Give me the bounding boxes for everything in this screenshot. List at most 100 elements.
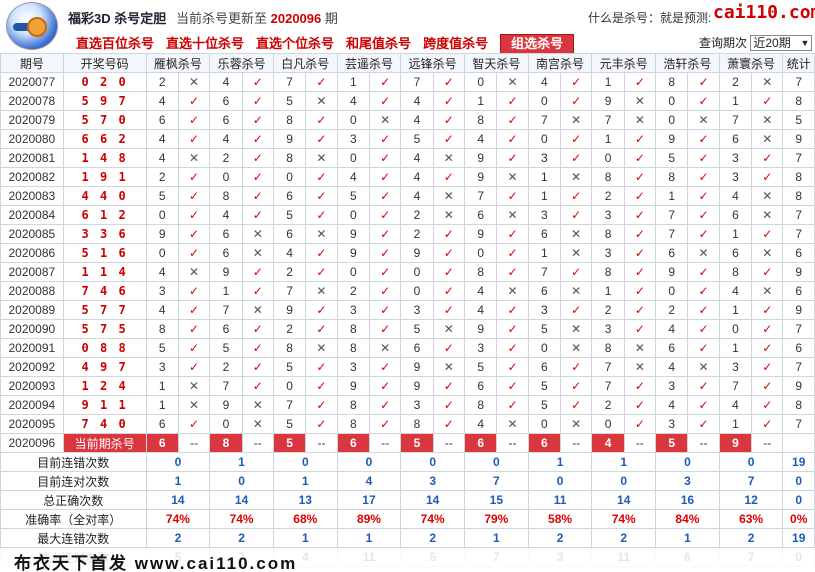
- check-icon: ✓: [241, 281, 274, 301]
- nav-tab-1[interactable]: 直选十位杀号: [166, 36, 245, 51]
- col-expert-2[interactable]: 白凡杀号: [272, 53, 338, 73]
- stat-value: 74%: [145, 509, 211, 529]
- col-expert-7[interactable]: 元丰杀号: [591, 53, 657, 73]
- draw-cell: 5 1 6: [62, 243, 147, 263]
- stat-value: 7: [718, 471, 784, 491]
- pick-number: 4: [145, 129, 179, 149]
- pick-number: 3: [591, 243, 625, 263]
- pick-number: 9: [145, 224, 179, 244]
- pick-number: 1: [655, 186, 689, 206]
- stat-value: 2: [209, 528, 274, 548]
- col-expert-5[interactable]: 智天杀号: [464, 53, 529, 73]
- cross-icon: ✕: [623, 91, 657, 111]
- pick-number: 3: [400, 395, 434, 415]
- check-icon: ✓: [305, 319, 338, 339]
- pick-number: 6: [718, 243, 753, 263]
- footer-banner: 布衣天下首发 www.cai110.com: [0, 548, 815, 572]
- cross-icon: ✕: [751, 205, 784, 225]
- check-icon: ✓: [751, 300, 784, 320]
- issue-cell: 2020092: [0, 357, 64, 377]
- check-icon: ✓: [687, 224, 720, 244]
- cross-icon: ✕: [560, 414, 593, 434]
- pick-number: 1: [336, 72, 370, 92]
- issue-cell: 2020088: [0, 281, 64, 301]
- cross-icon: ✕: [623, 110, 657, 130]
- check-icon: ✓: [687, 72, 720, 92]
- check-icon: ✓: [496, 186, 529, 206]
- stat-row: 总正确次数 14 14 13 17 14 15 11 14 16 12 0: [0, 490, 815, 510]
- total-cell: 7: [782, 72, 815, 92]
- check-icon: ✓: [368, 129, 402, 149]
- stat-total: 0%: [782, 509, 815, 529]
- col-expert-3[interactable]: 芸遥杀号: [336, 53, 402, 73]
- cross-icon: ✕: [305, 338, 338, 358]
- check-icon: ✓: [687, 129, 720, 149]
- nav-tab-5[interactable]: 组选杀号: [500, 34, 575, 54]
- check-icon: ✓: [368, 281, 402, 301]
- col-expert-8[interactable]: 浩轩杀号: [655, 53, 720, 73]
- nav-tab-0[interactable]: 直选百位杀号: [76, 36, 155, 51]
- col-expert-4[interactable]: 远锋杀号: [400, 53, 465, 73]
- stat-value: 7: [464, 471, 529, 491]
- period-select[interactable]: 近20期 ▼: [750, 35, 813, 51]
- pick-number: 3: [655, 414, 689, 434]
- pick-number: 2: [591, 186, 625, 206]
- issue-cell: 2020079: [0, 110, 64, 130]
- pick-number: 0: [718, 319, 753, 339]
- pick-number: 4: [145, 262, 179, 282]
- pick-number: 3: [718, 167, 753, 187]
- cross-icon: ✕: [560, 110, 593, 130]
- check-icon: ✓: [751, 357, 784, 377]
- stat-value: 1: [272, 528, 338, 548]
- col-expert-0[interactable]: 雁枫杀号: [145, 53, 211, 73]
- cross-icon: ✕: [751, 110, 784, 130]
- check-icon: ✓: [432, 262, 466, 282]
- footer-text: 布衣天下首发 www.cai110.com: [14, 554, 298, 572]
- total-cell: 8: [782, 91, 815, 111]
- check-icon: ✓: [687, 167, 720, 187]
- pick-number: 7: [272, 281, 307, 301]
- pick-number: 0: [145, 243, 179, 263]
- pick-number: 2: [655, 300, 689, 320]
- total-cell: 7: [782, 148, 815, 168]
- current-total: [782, 433, 815, 453]
- col-expert-9[interactable]: 萧寰杀号: [718, 53, 784, 73]
- draw-cell: 9 1 1: [62, 395, 147, 415]
- pick-number: 8: [591, 167, 625, 187]
- nav-tab-4[interactable]: 跨度值杀号: [423, 36, 489, 51]
- col-expert-6[interactable]: 南宫杀号: [527, 53, 593, 73]
- pick-number: 1: [591, 281, 625, 301]
- check-icon: ✓: [177, 281, 211, 301]
- pick-number: 4: [400, 110, 434, 130]
- pick-number: 4: [145, 91, 179, 111]
- header-row: 期号 开奖号码 雁枫杀号 乐蓉杀号 白凡杀号 芸遥杀号 远锋杀号 智天杀号 南宫杀号 元丰杀号 浩轩…: [0, 53, 815, 73]
- stat-value: 1: [209, 452, 274, 472]
- col-expert-1[interactable]: 乐蓉杀号: [209, 53, 274, 73]
- issue-cell: 2020089: [0, 300, 64, 320]
- stat-value: 0: [655, 452, 720, 472]
- nav-tab-3[interactable]: 和尾值杀号: [346, 36, 412, 51]
- current-placeholder: --: [241, 433, 274, 453]
- pick-number: 9: [272, 129, 307, 149]
- pick-number: 5: [272, 414, 307, 434]
- total-cell: 9: [782, 300, 815, 320]
- check-icon: ✓: [560, 205, 593, 225]
- table-row: 2020084 6 1 2 0 ✓ 4 ✓ 5 ✓ 0 ✓ 2 ✕ 6 ✕ 3 ✓ 3 ✓ 7 ✓ 6 ✕ 7: [0, 205, 815, 225]
- stat-value: 1: [527, 452, 593, 472]
- pick-number: 2: [400, 224, 434, 244]
- check-icon: ✓: [751, 319, 784, 339]
- logo-comet-tail: [13, 23, 31, 31]
- cross-icon: ✕: [241, 224, 274, 244]
- site-domain-logo[interactable]: cai110.com: [713, 2, 815, 23]
- nav-tab-2[interactable]: 直选个位杀号: [256, 36, 335, 51]
- pick-number: 0: [400, 262, 434, 282]
- check-icon: ✓: [432, 72, 466, 92]
- pick-number: 6: [655, 243, 689, 263]
- pick-number: 7: [591, 357, 625, 377]
- pick-number: 4: [718, 395, 753, 415]
- table-row: 2020082 1 9 1 2 ✓ 0 ✓ 0 ✓ 4 ✓ 4 ✓ 9 ✕ 1 ✕ 8 ✓ 8 ✓ 3 ✓ 8: [0, 167, 815, 187]
- stat-total: 0: [782, 471, 815, 491]
- check-icon: ✓: [751, 224, 784, 244]
- draw-cell: 3 3 6: [62, 224, 147, 244]
- site-logo-icon[interactable]: [6, 2, 58, 50]
